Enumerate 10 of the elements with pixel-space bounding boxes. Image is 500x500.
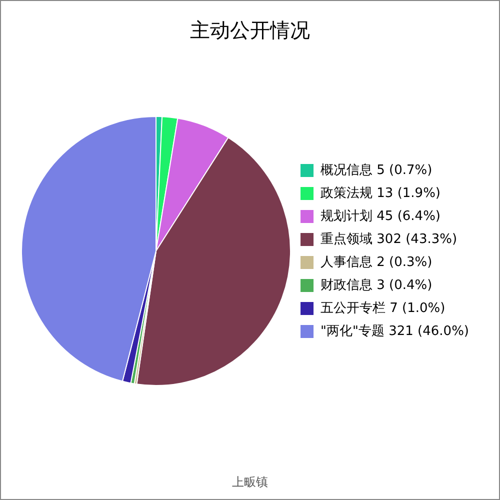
- legend-label: 规划计划 45 (6.4%): [320, 208, 441, 224]
- legend-label: 重点领域 302 (43.3%): [320, 232, 458, 247]
- legend-label: 财政信息 3 (0.4%): [320, 278, 432, 293]
- legend-label: 人事信息 2 (0.3%): [320, 254, 432, 270]
- legend-label: "两化"专题 321 (46.0%): [320, 324, 470, 339]
- legend-label: 概况信息 5 (0.7%): [320, 162, 432, 178]
- text: 上畈镇: [231, 474, 269, 491]
- legend-label: 政策法规 13 (1.9%): [320, 186, 441, 201]
- legend-label: 五公开专栏 7 (1.0%): [320, 300, 446, 316]
- chart-title: 主动公开情况: [189, 17, 311, 44]
